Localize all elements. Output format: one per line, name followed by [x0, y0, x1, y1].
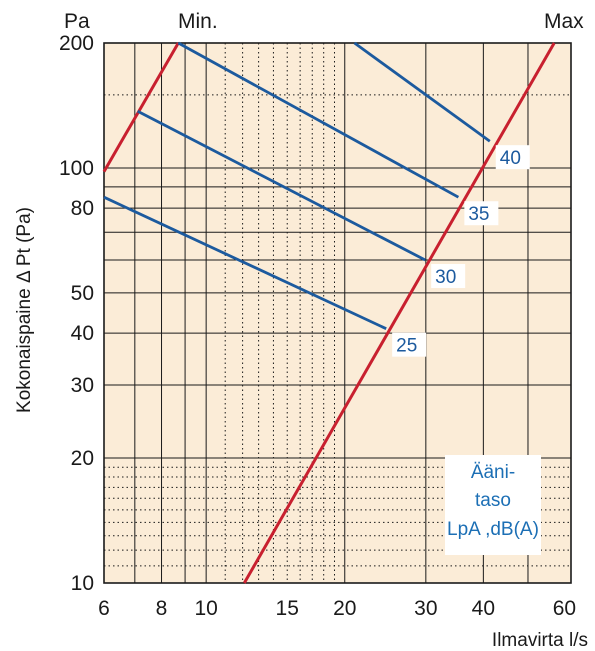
x-tick-labels: 6 8 10 15 20 30 40 60: [98, 597, 576, 620]
legend-line-1: Ääni-: [471, 462, 515, 483]
max-line-label: Max: [544, 10, 584, 33]
y-tick-label: 10: [71, 572, 94, 595]
sound-level-label-background: [464, 201, 499, 226]
x-tick-label: 6: [98, 597, 110, 620]
y-tick-labels: 10 20 30 40 50 80 100 200: [59, 32, 94, 595]
y-tick-label: 50: [71, 282, 94, 305]
x-tick-label: 8: [156, 597, 168, 620]
grid: [104, 43, 571, 583]
min-line-label: Min.: [178, 10, 218, 33]
sound-level-label-background: [431, 264, 466, 289]
x-tick-label: 20: [333, 597, 356, 620]
x-tick-label: 40: [472, 597, 495, 620]
sound-level-label: 25: [396, 336, 417, 357]
limit-lines: [102, 42, 556, 584]
x-tick-label: 60: [553, 597, 576, 620]
y-tick-label: 100: [59, 157, 94, 180]
x-tick-label: 10: [194, 597, 217, 620]
x-tick-label: 30: [414, 597, 437, 620]
sound-level-label-background: [392, 332, 427, 357]
sound-level-lines: 25 30 35 40: [103, 41, 530, 357]
x-tick-label: 15: [276, 597, 299, 620]
y-tick-label: 80: [71, 197, 94, 220]
sound-level-line: [103, 195, 387, 330]
sound-level-label: 40: [500, 148, 521, 169]
legend-line-3: LpA ,dB(A): [447, 519, 539, 540]
y-axis-title: Kokonaispaine Δ Pt (Pa): [14, 207, 35, 413]
x-axis-title: Ilmavirta l/s: [492, 630, 588, 651]
y-tick-label: 40: [71, 322, 94, 345]
legend-line-2: taso: [475, 490, 511, 511]
sound-level-label-background: [495, 145, 530, 170]
sound-level-label: 35: [468, 204, 489, 225]
sound-level-line: [177, 41, 460, 199]
sound-level-line: [353, 41, 491, 143]
y-tick-label: 20: [71, 447, 94, 470]
plot-frame: [103, 42, 572, 584]
y-unit-label: Pa: [64, 10, 90, 33]
limit-line: [102, 42, 180, 173]
y-tick-label: 30: [71, 374, 94, 397]
legend-box: Ääni- taso LpA ,dB(A): [445, 455, 541, 555]
sound-level-label: 30: [435, 267, 456, 288]
y-tick-label: 200: [59, 32, 94, 55]
legend-background: [445, 455, 541, 555]
limit-line: [242, 42, 556, 584]
sound-level-line: [137, 109, 426, 262]
